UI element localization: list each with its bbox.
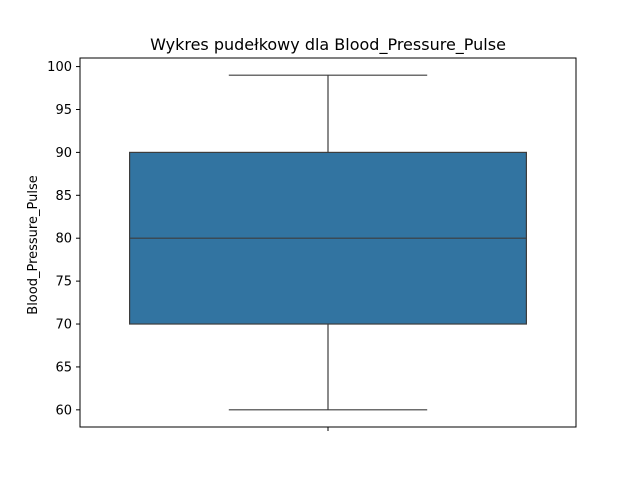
y-tick-label: 100 xyxy=(47,60,72,75)
y-tick-label: 60 xyxy=(55,403,72,418)
y-tick-label: 85 xyxy=(55,189,72,204)
chart-title: Wykres pudełkowy dla Blood_Pressure_Puls… xyxy=(150,35,506,55)
y-tick-label: 80 xyxy=(55,232,72,247)
y-tick-label: 75 xyxy=(55,275,72,290)
plot-frame xyxy=(79,57,577,428)
y-tick-label: 65 xyxy=(55,360,72,375)
y-axis-label: Blood_Pressure_Pulse xyxy=(26,175,41,314)
y-tick-label: 90 xyxy=(55,146,72,161)
y-tick-label: 95 xyxy=(55,103,72,118)
y-tick-label: 70 xyxy=(55,318,72,333)
plot-area: 60 65 70 75 80 85 90 95 100 xyxy=(47,60,527,431)
